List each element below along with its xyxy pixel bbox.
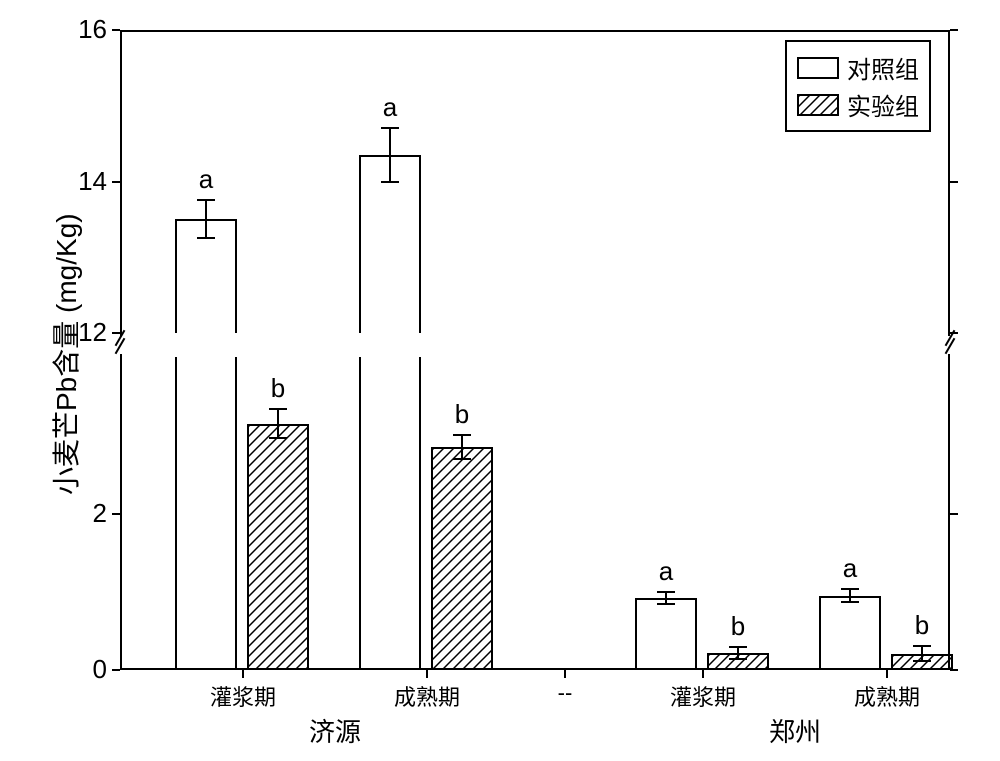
error-bar [461,435,463,458]
error-bar [389,128,391,181]
y-tick-label: 0 [65,654,107,685]
x-tick [564,670,566,678]
legend-swatch [797,94,839,116]
error-cap [913,645,931,647]
bar [247,424,309,670]
error-cap [841,601,859,603]
legend-swatch [797,57,839,79]
error-cap [657,603,675,605]
y-tick-label: 2 [65,498,107,529]
legend-item: 对照组 [797,50,919,85]
axis-break [942,335,962,351]
y-tick-label: 12 [65,317,107,348]
bar-lower [359,357,421,670]
x-tick [886,670,888,678]
legend-item: 实验组 [797,87,919,122]
error-cap [657,591,675,593]
x-group-label: 郑州 [769,712,821,749]
y-axis-label: 小麦芒Pb含量 (mg/Kg) [45,245,85,495]
legend: 对照组实验组 [785,40,931,132]
y-tick [950,181,958,183]
bar [819,596,881,670]
significance-label: b [271,373,285,404]
error-cap [729,658,747,660]
y-tick [950,513,958,515]
x-tick [702,670,704,678]
significance-label: a [659,556,673,587]
legend-label: 实验组 [847,87,919,122]
chart-container: 小麦芒Pb含量 (mg/Kg) 0 2 12 14 16 a b a b a b a b 灌浆期 成熟期… [0,0,1000,761]
error-bar [921,646,923,662]
error-cap [453,434,471,436]
y-tick [112,513,120,515]
x-tick [242,670,244,678]
error-cap [197,237,215,239]
x-category-label: 灌浆期 [670,680,736,712]
error-cap [913,660,931,662]
error-cap [841,588,859,590]
error-cap [269,437,287,439]
error-cap [197,199,215,201]
y-tick [112,332,120,334]
significance-label: a [843,553,857,584]
significance-label: a [383,92,397,123]
x-category-label: 灌浆期 [210,680,276,712]
y-tick [112,29,120,31]
legend-label: 对照组 [847,50,919,85]
x-category-label: 成熟期 [854,680,920,712]
y-tick [112,181,120,183]
significance-label: b [915,610,929,641]
bar [431,447,493,670]
y-tick-label: 16 [65,14,107,45]
significance-label: a [199,164,213,195]
error-cap [269,408,287,410]
y-tick [112,669,120,671]
y-tick [950,29,958,31]
error-cap [381,127,399,129]
error-cap [453,458,471,460]
y-tick-label: 14 [65,166,107,197]
significance-label: b [455,399,469,430]
error-bar [277,409,279,437]
x-tick [426,670,428,678]
x-group-label: 济源 [309,712,361,749]
error-cap [381,181,399,183]
x-category-label: -- [558,680,573,706]
error-bar [205,200,207,238]
x-category-label: 成熟期 [394,680,460,712]
bar-lower [175,357,237,670]
error-cap [729,646,747,648]
bar [635,598,697,670]
significance-label: b [731,611,745,642]
axis-break [112,335,132,351]
